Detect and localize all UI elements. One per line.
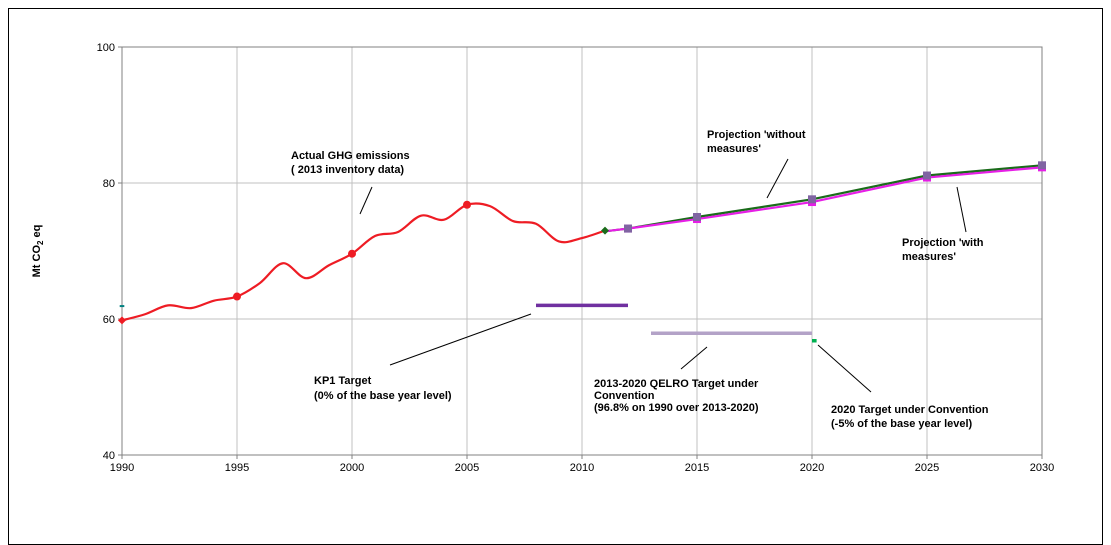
leader-qelro [680, 346, 708, 370]
series-line-without_measures [604, 164, 1043, 233]
x-tick-label-2015: 2015 [685, 462, 709, 474]
y-tick-label-100: 100 [97, 42, 115, 54]
annotation-with-measures: Projection 'with measures' [902, 237, 987, 263]
series-line-with_measures [604, 166, 1043, 233]
x-tick-label-2030: 2030 [1030, 462, 1054, 474]
annotation-qelro-target: 2013-2020 QELRO Target under Convention … [594, 378, 761, 414]
y-axis-label: Mt CO2 eq [31, 225, 45, 278]
leader-kp1 [389, 313, 532, 366]
leader-with [956, 186, 967, 233]
leader-without [766, 158, 789, 199]
annotation-without-measures: Projection 'without measures' [707, 129, 809, 155]
marker-without_measures-2012 [624, 224, 632, 233]
marker-actual-2005 [463, 200, 471, 209]
y-tick-label-60: 60 [103, 314, 115, 326]
y-tick-label-80: 80 [103, 178, 115, 190]
y-tick-label-40: 40 [103, 450, 115, 462]
annotation-leaders [359, 158, 967, 393]
marker-without_measures-2025 [923, 171, 931, 180]
marker-actual-1990 [118, 316, 126, 325]
x-tick-label-2005: 2005 [455, 462, 479, 474]
x-axis-ticks: 1990 1995 2000 2005 2010 2015 2020 2025 2030 [110, 455, 1054, 474]
x-tick-label-2025: 2025 [915, 462, 939, 474]
annotation-2020-convention-target: 2020 Target under Convention (-5% of the… [831, 404, 992, 430]
annotation-actual: Actual GHG emissions ( 2013 inventory da… [291, 150, 413, 176]
series-markers [118, 161, 1046, 325]
y-axis-ticks: 40 60 80 100 [97, 42, 122, 462]
annotation-kp1-target: KP1 Target (0% of the base year level) [314, 375, 452, 402]
x-tick-label-2000: 2000 [340, 462, 364, 474]
leader-actual [359, 186, 373, 215]
series-line-actual [121, 202, 606, 322]
marker-without_measures-2015 [693, 213, 701, 221]
marker-actual-2011 [601, 226, 609, 235]
marker-actual-2000 [348, 249, 356, 258]
x-tick-label-2020: 2020 [800, 462, 824, 474]
marker-actual-1995 [233, 292, 241, 301]
marker-without_measures-2030 [1038, 161, 1046, 170]
x-tick-label-1995: 1995 [225, 462, 249, 474]
x-tick-label-1990: 1990 [110, 462, 134, 474]
x-tick-label-2010: 2010 [570, 462, 594, 474]
target-lines [119, 303, 817, 343]
leader-conv [817, 344, 872, 393]
marker-without_measures-2020 [808, 195, 816, 204]
